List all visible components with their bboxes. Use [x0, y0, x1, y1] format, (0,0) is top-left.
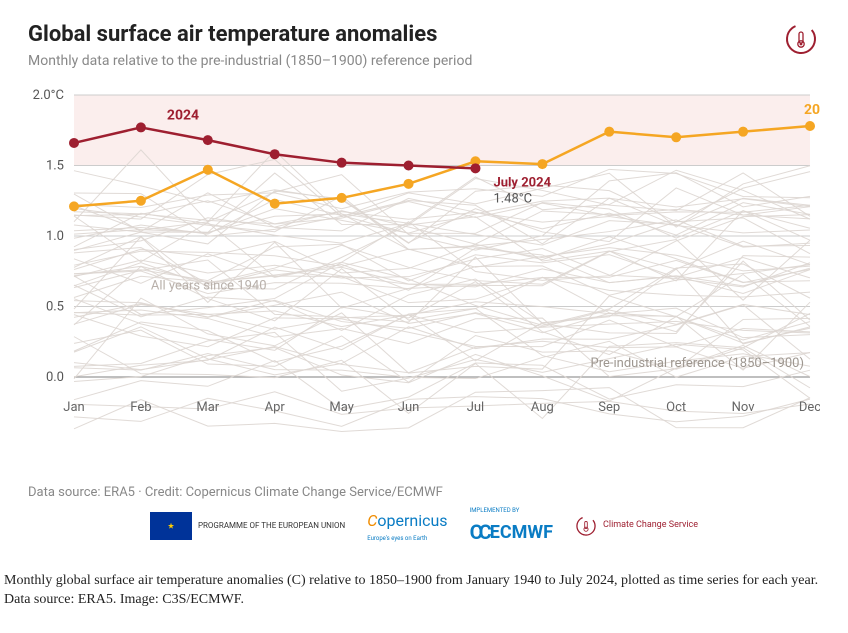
svg-text:Jul: Jul — [467, 400, 485, 415]
svg-text:Aug: Aug — [531, 400, 554, 415]
svg-text:1.5: 1.5 — [46, 159, 64, 174]
eu-logo: ⋆ PROGRAMME OF THE EUROPEAN UNION — [150, 512, 345, 540]
logo-row: ⋆ PROGRAMME OF THE EUROPEAN UNION Copern… — [28, 508, 820, 544]
svg-text:Mar: Mar — [196, 400, 219, 415]
ecmwf-logo: IMPLEMENTED BY CCECMWF — [470, 508, 553, 544]
chart-title: Global surface air temperature anomalies — [28, 22, 820, 47]
chart-svg: 0.0 0.5 1.0 1.5 2.0°C Jan Feb Mar Apr May Jun Jul Au… — [28, 87, 820, 463]
chart-subtitle: Monthly data relative to the pre-industr… — [28, 53, 820, 69]
ecmwf-c-icon: CC — [470, 520, 488, 544]
credit-line: Data source: ERA5 · Credit: Copernicus C… — [28, 485, 820, 500]
svg-text:May: May — [329, 400, 353, 415]
ccs-thermometer-icon — [575, 515, 597, 537]
svg-text:July 2024: July 2024 — [493, 175, 551, 190]
svg-text:1.48°C: 1.48°C — [493, 191, 532, 206]
svg-text:2023: 2023 — [804, 102, 820, 118]
figure-caption: Monthly global surface air temperature a… — [4, 572, 844, 610]
svg-text:Feb: Feb — [130, 400, 151, 415]
svg-text:All years since 1940: All years since 1940 — [151, 279, 267, 294]
svg-text:1.0: 1.0 — [46, 229, 64, 244]
svg-text:Jan: Jan — [63, 400, 84, 415]
svg-text:Jun: Jun — [398, 400, 420, 415]
svg-text:Dec: Dec — [799, 400, 820, 415]
svg-text:Apr: Apr — [265, 400, 286, 415]
ccs-logo: Climate Change Service — [575, 515, 698, 537]
svg-text:2024: 2024 — [167, 107, 199, 123]
svg-text:Oct: Oct — [666, 400, 686, 415]
svg-text:Nov: Nov — [732, 400, 756, 415]
svg-text:0.0: 0.0 — [46, 370, 64, 385]
svg-text:Sep: Sep — [598, 400, 620, 415]
svg-text:0.5: 0.5 — [46, 300, 64, 315]
svg-text:Pre-industrial reference (1850: Pre-industrial reference (1850–1900) — [591, 356, 804, 371]
eu-flag-icon: ⋆ — [150, 512, 192, 540]
svg-text:2.0°C: 2.0°C — [33, 88, 64, 103]
eu-programme-text: PROGRAMME OF THE EUROPEAN UNION — [198, 522, 345, 531]
copernicus-logo: Copernicus Europe's eyes on Earth — [367, 511, 447, 542]
chart-container: 0.0 0.5 1.0 1.5 2.0°C Jan Feb Mar Apr May Jun Jul Au… — [28, 87, 820, 467]
ccs-logo-corner — [784, 22, 818, 60]
